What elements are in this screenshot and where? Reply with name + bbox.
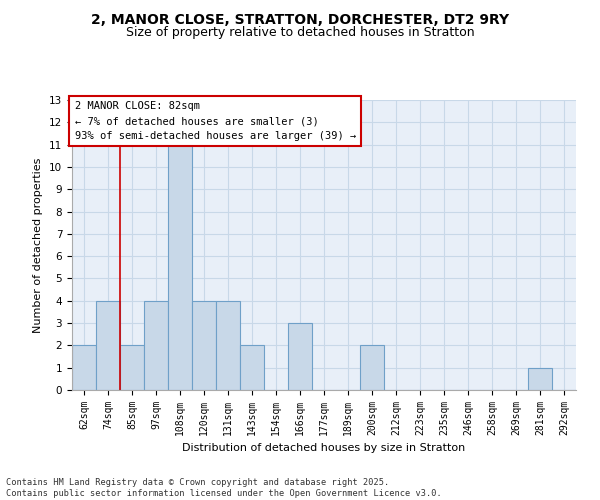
Text: Size of property relative to detached houses in Stratton: Size of property relative to detached ho…	[125, 26, 475, 39]
Bar	[192, 301, 216, 390]
Text: 2 MANOR CLOSE: 82sqm
← 7% of detached houses are smaller (3)
93% of semi-detache: 2 MANOR CLOSE: 82sqm ← 7% of detached ho…	[74, 102, 356, 141]
X-axis label: Distribution of detached houses by size in Stratton: Distribution of detached houses by size …	[182, 444, 466, 454]
Bar	[240, 346, 264, 390]
Bar	[120, 346, 144, 390]
Bar	[72, 346, 96, 390]
Bar	[288, 323, 312, 390]
Bar	[96, 301, 120, 390]
Text: 2, MANOR CLOSE, STRATTON, DORCHESTER, DT2 9RY: 2, MANOR CLOSE, STRATTON, DORCHESTER, DT…	[91, 12, 509, 26]
Y-axis label: Number of detached properties: Number of detached properties	[34, 158, 43, 332]
Text: Contains HM Land Registry data © Crown copyright and database right 2025.
Contai: Contains HM Land Registry data © Crown c…	[6, 478, 442, 498]
Bar	[360, 346, 384, 390]
Bar	[144, 301, 168, 390]
Bar	[216, 301, 240, 390]
Bar	[528, 368, 552, 390]
Bar	[168, 144, 192, 390]
